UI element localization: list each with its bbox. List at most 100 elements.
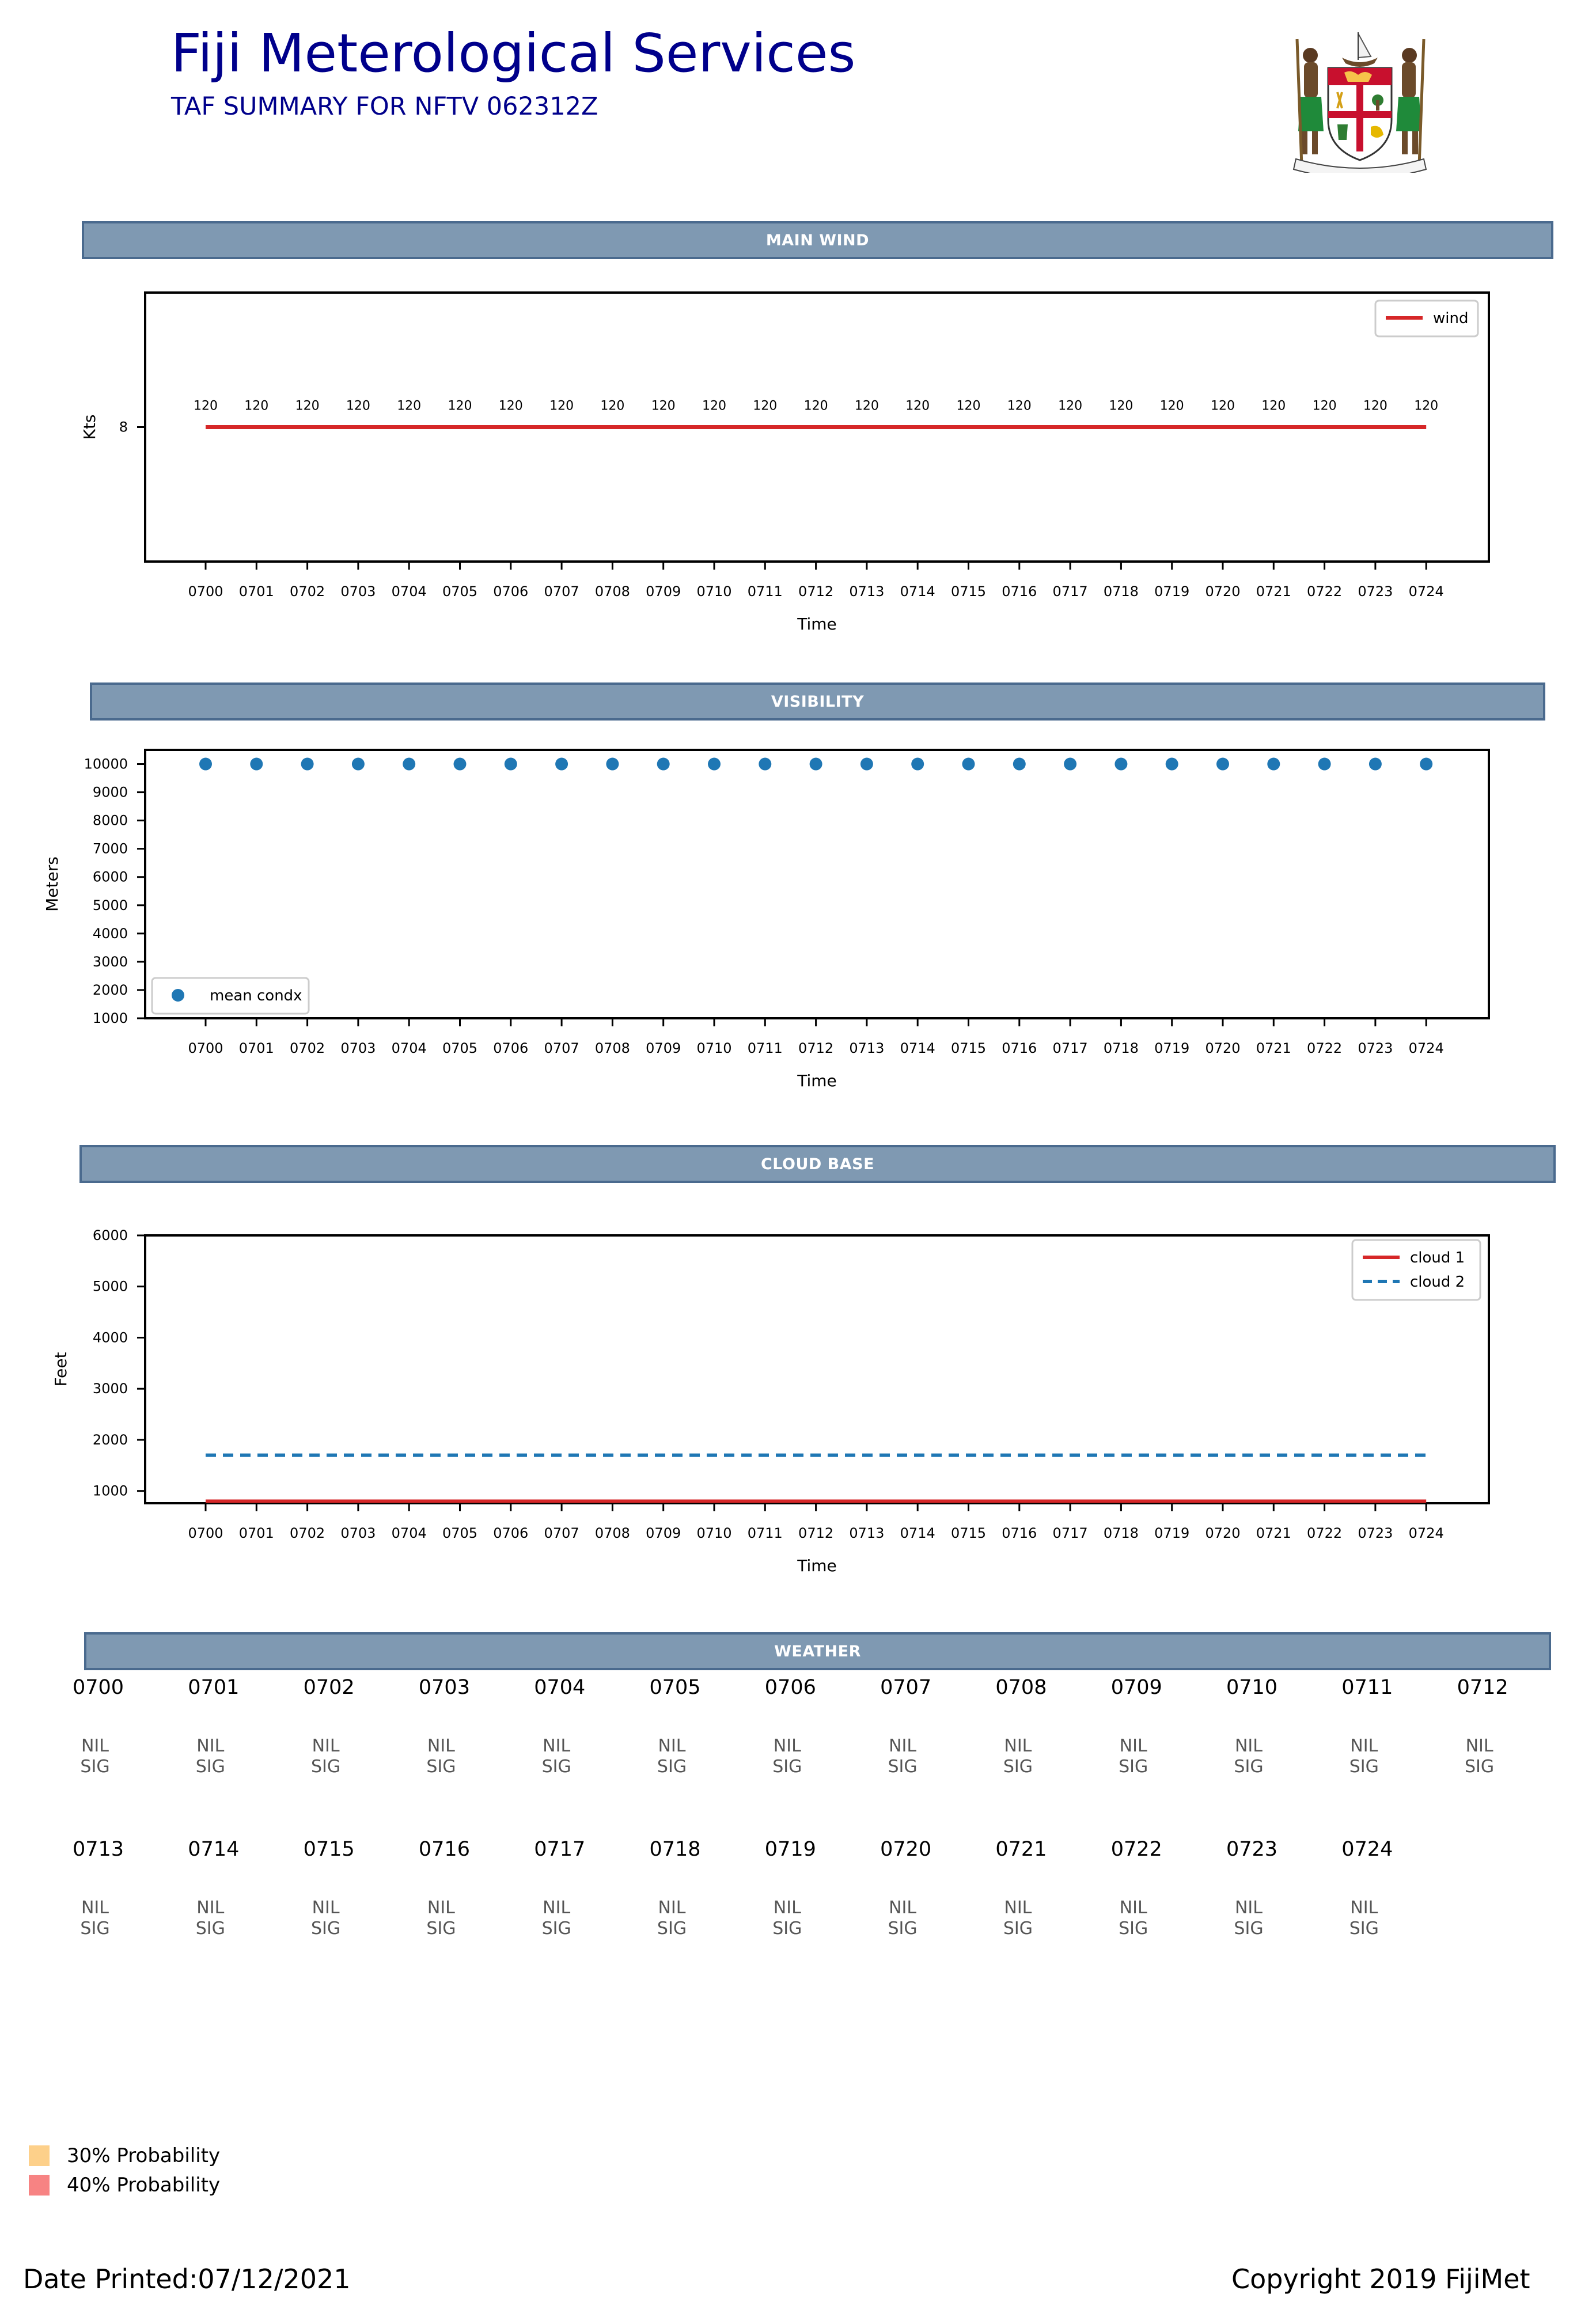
cloud-x-tick-label: 0719: [1154, 1525, 1189, 1541]
cloud-x-tick-label: 0724: [1409, 1525, 1444, 1541]
vis-y-axis-label: Meters: [43, 856, 62, 912]
cloud-x-tick-label: 0705: [442, 1525, 477, 1541]
wind-direction-label: 120: [499, 399, 523, 414]
wind-direction-label: 120: [346, 399, 370, 414]
cloud-y-axis-label: Feet: [51, 1352, 70, 1386]
vis-x-axis-label: Time: [797, 1071, 837, 1090]
vis-plot-frame: [144, 749, 1490, 1019]
weather-code: NIL SIG: [426, 1736, 456, 1777]
vis-x-tick-label: 0704: [392, 1040, 427, 1056]
cloud-y-tick-label: 2000: [93, 1432, 128, 1448]
wind-direction-label: 120: [804, 399, 828, 414]
vis-data-point: [860, 757, 873, 771]
weather-code: NIL SIG: [541, 1736, 571, 1777]
cloud-x-tick-label: 0700: [188, 1525, 223, 1541]
wind-chart: 0700 0701 0702 0703 0704 0705 0706 0707 0708 0709…: [80, 291, 1490, 634]
cloud-x-tick-label: 0702: [290, 1525, 325, 1541]
wind-direction-label: 120: [1211, 399, 1235, 414]
weather-time-label: 0718: [649, 1838, 701, 1861]
wind-x-tick-label: 0719: [1154, 583, 1189, 600]
weather-code: NIL SIG: [311, 1736, 341, 1777]
wind-x-tick-label: 0720: [1205, 583, 1240, 600]
wind-direction-label: 120: [753, 399, 777, 414]
wind-x-tick-label: 0700: [188, 583, 223, 600]
weather-time-label: 0707: [880, 1676, 932, 1699]
wind-direction-label: 120: [1414, 399, 1438, 414]
weather-time-label: 0702: [303, 1676, 355, 1699]
weather-time-label: 0720: [880, 1838, 932, 1861]
cloud-x-tick-label: 0712: [798, 1525, 833, 1541]
weather-time-label: 0703: [418, 1676, 470, 1699]
weather-time-label: 0701: [188, 1676, 240, 1699]
weather-time-label: 0722: [1110, 1838, 1162, 1861]
cloud-y-tick-label: 5000: [93, 1279, 128, 1295]
section-header-cloud-base: CLOUD BASE: [79, 1145, 1556, 1183]
vis-x-tick-label: 0719: [1154, 1040, 1189, 1056]
weather-time-label: 0721: [995, 1838, 1047, 1861]
wind-direction-label: 120: [905, 399, 930, 414]
weather-time-label: 0714: [188, 1838, 240, 1861]
vis-x-tick-label: 0708: [595, 1040, 630, 1056]
wind-x-tick-label: 0712: [798, 583, 833, 600]
cloud-x-axis-label: Time: [797, 1556, 837, 1575]
vis-data-point: [657, 757, 670, 771]
weather-code: NIL SIG: [1234, 1736, 1264, 1777]
legend-30-probability: 30% Probability: [29, 2144, 220, 2167]
cloud-x-tick-label: 0720: [1205, 1525, 1240, 1541]
vis-x-tick-label: 0705: [442, 1040, 477, 1056]
cloud-x-tick-label: 0703: [340, 1525, 376, 1541]
vis-y-tick-label: 3000: [93, 954, 128, 970]
vis-x-tick-label: 0700: [188, 1040, 223, 1056]
cloud-x-tick-label: 0716: [1002, 1525, 1037, 1541]
vis-legend-label: mean condx: [210, 987, 302, 1004]
wind-x-tick-label: 0713: [849, 583, 884, 600]
vis-data-point: [453, 757, 467, 771]
wind-direction-label: 120: [957, 399, 981, 414]
wind-direction-label: 120: [702, 399, 726, 414]
wind-x-tick-label: 0706: [493, 583, 528, 600]
wind-direction-label: 120: [549, 399, 574, 414]
wind-direction-label: 120: [1109, 399, 1133, 414]
weather-code: NIL SIG: [195, 1898, 225, 1939]
vis-y-tick-label: 2000: [93, 982, 128, 998]
vis-y-tick-label: 9000: [93, 784, 128, 801]
vis-data-point: [403, 757, 416, 771]
vis-x-tick-label: 0714: [900, 1040, 935, 1056]
wind-direction-label: 120: [651, 399, 676, 414]
wind-direction-label: 120: [600, 399, 624, 414]
weather-code: NIL SIG: [1465, 1736, 1495, 1777]
wind-direction-label: 120: [1007, 399, 1032, 414]
legend-label-40: 40% Probability: [67, 2174, 221, 2197]
legend-40-probability: 40% Probability: [29, 2174, 220, 2197]
wind-x-tick-label: 0718: [1104, 583, 1139, 600]
weather-time-label: 0705: [649, 1676, 701, 1699]
copyright: Copyright 2019 FijiMet: [1231, 2263, 1530, 2295]
cloud-x-tick-label: 0718: [1104, 1525, 1139, 1541]
wind-y-axis-label: Kts: [80, 415, 99, 440]
wind-x-tick-label: 0716: [1002, 583, 1037, 600]
wind-x-tick-label: 0702: [290, 583, 325, 600]
cloud-x-tick-label: 0721: [1256, 1525, 1291, 1541]
weather-code: NIL SIG: [772, 1736, 802, 1777]
vis-data-point: [1013, 757, 1026, 771]
vis-data-point: [351, 757, 365, 771]
date-printed: Date Printed:07/12/2021: [23, 2263, 351, 2295]
vis-x-tick-label: 0709: [646, 1040, 681, 1056]
cloud-legend-label: cloud 1: [1410, 1249, 1465, 1267]
weather-time-label: 0713: [73, 1838, 124, 1861]
weather-code: NIL SIG: [657, 1898, 687, 1939]
wind-x-tick-label: 0721: [1256, 583, 1291, 600]
vis-data-point: [301, 757, 314, 771]
vis-legend-box: [151, 977, 310, 1015]
weather-time-label: 0715: [303, 1838, 355, 1861]
weather-code: NIL SIG: [772, 1898, 802, 1939]
vis-x-tick-label: 0723: [1358, 1040, 1393, 1056]
wind-direction-label: 120: [855, 399, 879, 414]
vis-data-point: [199, 757, 212, 771]
section-header-visibility: VISIBILITY: [90, 682, 1545, 721]
wind-x-tick-label: 0723: [1358, 583, 1393, 600]
weather-code: NIL SIG: [1349, 1898, 1379, 1939]
section-header-weather: WEATHER: [84, 1632, 1551, 1670]
weather-code: NIL SIG: [1003, 1736, 1033, 1777]
vis-data-point: [1420, 757, 1433, 771]
